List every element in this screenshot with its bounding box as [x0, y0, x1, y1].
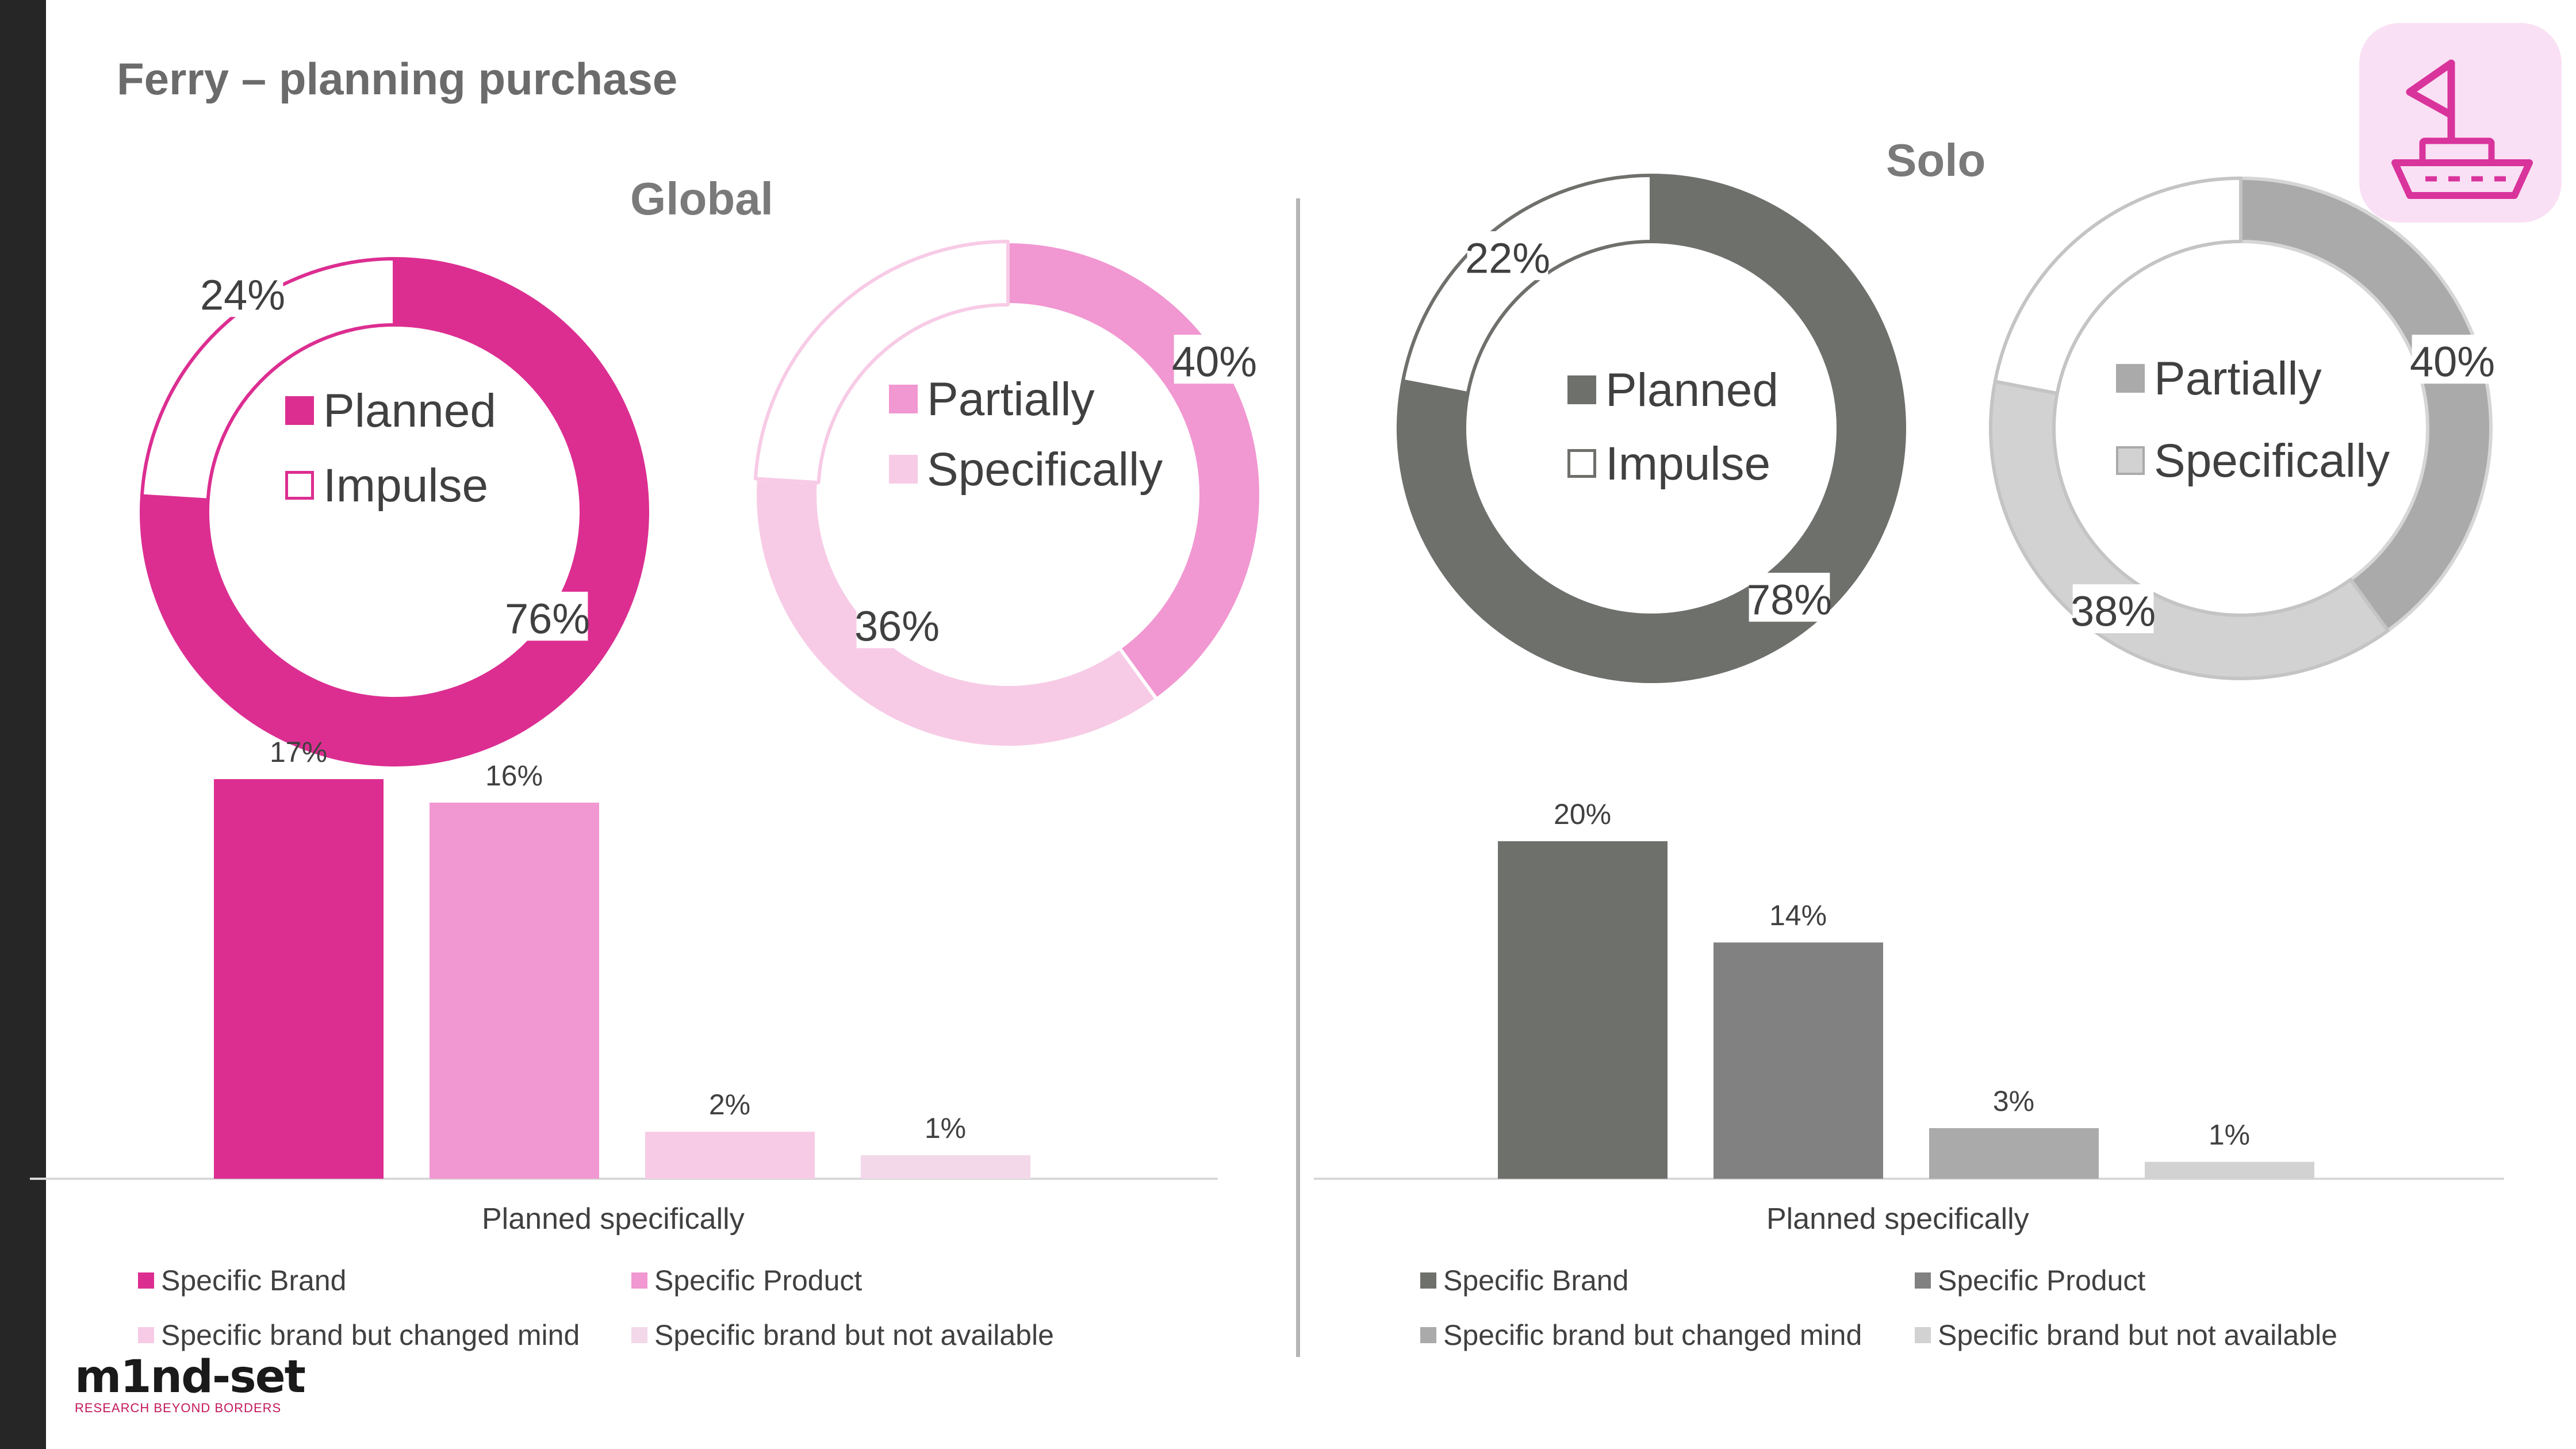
page-title: Ferry – planning purchase: [117, 53, 678, 104]
legend-specific-brand: Specific Brand: [138, 1264, 346, 1297]
global-bar-axis-title: Planned specifically: [482, 1202, 745, 1236]
legend-partially: Partially: [2116, 352, 2322, 406]
legend-planned: Planned: [285, 384, 496, 438]
swatch-planned: [1567, 375, 1596, 405]
label-impulse-pct: 22%: [1465, 235, 1550, 282]
slice-planned: [140, 257, 649, 766]
legend-changed-mind: Specific brand but changed mind: [1420, 1318, 1862, 1352]
legend-specific-brand: Specific Brand: [1420, 1264, 1628, 1297]
panel-divider: [1296, 198, 1300, 1357]
logo-wordmark: m1nd-set: [75, 1351, 306, 1403]
label-planned-pct: 76%: [505, 595, 590, 643]
label-planned-pct-bg: [1749, 573, 1830, 622]
swatch-changed-mind: [1420, 1327, 1436, 1343]
swatch-specific-product: [631, 1272, 647, 1289]
label-specifically-pct-bg: [856, 599, 938, 649]
ferry-boat-icon: [2359, 23, 2562, 223]
label-specifically-pct-bg: [2072, 584, 2154, 634]
bar-value-label: 17%: [270, 736, 327, 768]
bar-specific-product: [1713, 942, 1883, 1179]
slice-impulse: [140, 257, 396, 502]
bar-specific-brand-but-not-available: [861, 1155, 1030, 1179]
slice-impulse: [1401, 174, 1653, 396]
slice-other: [1993, 177, 2242, 396]
bar-specific-brand-but-changed-mind: [645, 1132, 815, 1179]
label-partially-pct: 40%: [1172, 338, 1257, 386]
label-planned-pct: 78%: [1747, 576, 1832, 624]
label-specifically-pct: 36%: [854, 603, 940, 650]
slice-specifically: [753, 477, 1159, 749]
swatch-changed-mind: [138, 1327, 154, 1343]
bar-value-label: 3%: [1993, 1085, 2034, 1117]
slice-specifically: [1989, 379, 2390, 680]
swatch-partially: [2116, 364, 2145, 393]
label-planned-pct-bg: [507, 592, 588, 641]
swatch-planned: [285, 396, 314, 425]
swatch-specific-brand: [1420, 1272, 1436, 1289]
label-impulse-pct-bg: [1467, 231, 1548, 281]
bar-specific-brand-but-changed-mind: [1929, 1128, 2099, 1179]
swatch-specifically: [889, 455, 918, 484]
label-partially-pct: 40%: [2410, 338, 2495, 386]
slice-other: [753, 240, 1010, 485]
swatch-specific-brand: [138, 1272, 154, 1289]
legend-partially: Partially: [889, 373, 1095, 427]
bar-value-label: 1%: [925, 1112, 966, 1144]
slide-edge-strip: [0, 0, 46, 1449]
mindset-logo: m1nd-set RESEARCH BEYOND BORDERS: [75, 1351, 306, 1416]
legend-impulse: Impulse: [1567, 437, 1770, 491]
label-partially-pct-bg: [1174, 335, 1255, 384]
swatch-partially: [889, 385, 918, 414]
swatch-specifically: [2116, 446, 2145, 476]
label-specifically-pct: 38%: [2071, 588, 2156, 635]
label-impulse-pct-bg: [202, 268, 283, 317]
bar-value-label: 2%: [709, 1088, 750, 1121]
legend-changed-mind: Specific brand but changed mind: [138, 1318, 580, 1352]
bar-value-label: 16%: [485, 760, 543, 792]
swatch-not-available: [631, 1327, 647, 1343]
bar-value-label: 20%: [1554, 798, 1611, 830]
label-impulse-pct: 24%: [200, 271, 285, 319]
swatch-not-available: [1915, 1327, 1931, 1343]
legend-specifically: Specifically: [889, 443, 1163, 497]
legend-specific-product: Specific Product: [631, 1264, 862, 1297]
legend-specific-product: Specific Product: [1915, 1264, 2145, 1297]
swatch-impulse: [285, 471, 314, 500]
label-partially-pct-bg: [2412, 335, 2493, 384]
bar-specific-brand: [214, 779, 384, 1179]
legend-planned: Planned: [1567, 363, 1778, 417]
legend-not-available: Specific brand but not available: [631, 1318, 1054, 1352]
solo-section-title: Solo: [1886, 135, 1986, 186]
logo-tagline: RESEARCH BEYOND BORDERS: [75, 1401, 282, 1415]
slice-planned: [1397, 174, 1906, 683]
bar-value-label: 1%: [2209, 1119, 2250, 1151]
bar-specific-brand-but-not-available: [2145, 1162, 2314, 1179]
bar-value-label: 14%: [1769, 899, 1827, 931]
legend-impulse: Impulse: [285, 459, 488, 513]
slice-partially: [2239, 177, 2493, 632]
legend-specifically: Specifically: [2116, 434, 2390, 488]
swatch-impulse: [1567, 449, 1596, 478]
global-section-title: Global: [630, 173, 773, 224]
legend-not-available: Specific brand but not available: [1915, 1318, 2337, 1352]
solo-bar-axis-title: Planned specifically: [1766, 1202, 2029, 1236]
bar-specific-product: [430, 802, 599, 1179]
bar-specific-brand: [1498, 841, 1667, 1179]
swatch-specific-product: [1915, 1272, 1931, 1289]
